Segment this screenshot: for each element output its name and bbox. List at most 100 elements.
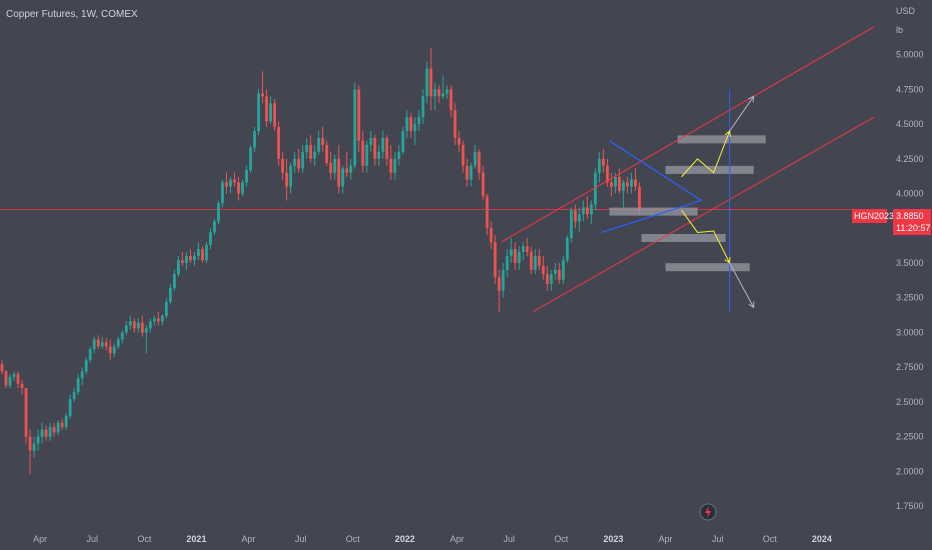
candle-body: [68, 399, 72, 416]
candle-body: [461, 144, 465, 166]
candle-body: [321, 137, 325, 145]
candle-body: [52, 426, 56, 433]
candle-body: [144, 328, 148, 333]
candle-body: [473, 151, 477, 166]
candle-body: [261, 93, 264, 97]
candle-body: [349, 165, 353, 173]
symbol-tag-bg: [852, 209, 887, 223]
price-tick-label: 5.0000: [896, 50, 924, 60]
candle-body: [201, 249, 204, 261]
candle-body: [601, 158, 605, 166]
candle-body: [285, 172, 289, 187]
candle-body: [409, 117, 413, 132]
candle-body: [553, 269, 557, 275]
candle-body: [20, 383, 24, 389]
candle-body: [361, 140, 365, 166]
candle-body: [245, 169, 248, 183]
candle-body: [449, 89, 453, 111]
candle-body: [156, 318, 160, 322]
candle-body: [164, 301, 168, 316]
candle-body: [377, 151, 381, 159]
candle-body: [481, 172, 485, 197]
candle-body: [341, 168, 345, 187]
candle-body: [44, 429, 48, 437]
bullish-projection-path: [681, 130, 731, 178]
candle-body: [56, 422, 60, 433]
candle-body: [297, 158, 301, 169]
candle-body: [589, 204, 593, 215]
candle-body: [389, 158, 393, 173]
time-tick-label: 2022: [395, 534, 415, 544]
candle-body: [136, 322, 140, 329]
candle-body: [634, 179, 637, 187]
candle-body: [100, 342, 104, 347]
price-tick-label: 2.5000: [896, 397, 924, 407]
time-axis[interactable]: Apr Jul Oct 2021 Apr Jul Oct 2022 Apr Jul Oct 2023 A…: [33, 534, 832, 544]
candle-body: [237, 182, 240, 194]
candle-body: [437, 89, 441, 97]
channel-lower-line: [532, 116, 875, 313]
bearish-projection-path: [681, 209, 731, 264]
candle-body: [213, 221, 216, 233]
price-tick-label: 2.7500: [896, 362, 924, 372]
candle-body: [329, 162, 333, 173]
candle-body: [16, 374, 20, 384]
bullish-extension-line: [729, 96, 755, 132]
candle-body: [497, 276, 501, 291]
candle-body: [217, 203, 220, 222]
currency-label: USD: [896, 6, 916, 16]
candle-body: [0, 364, 4, 372]
candle-body: [613, 176, 617, 187]
candle-body: [120, 332, 124, 340]
unit-label: lb: [896, 25, 903, 35]
candle-body: [273, 103, 277, 127]
candle-body: [381, 137, 385, 152]
candle-body: [301, 151, 305, 169]
candle-body: [277, 126, 281, 159]
candle-body: [541, 265, 545, 275]
lightning-icon[interactable]: [699, 503, 717, 521]
candle-body: [4, 371, 8, 386]
candle-body: [405, 117, 409, 132]
candle-body: [64, 415, 68, 427]
channel-upper-line: [500, 26, 875, 243]
candle-body: [609, 182, 613, 187]
price-tick-label: 3.2500: [896, 293, 924, 303]
time-tick-label: Apr: [242, 534, 256, 544]
candle-body: [597, 158, 601, 173]
candle-body: [225, 182, 228, 187]
candle-body: [445, 89, 449, 94]
price-axis[interactable]: 5.00004.75004.50004.25004.00003.75003.50…: [896, 50, 924, 511]
candle-body: [621, 182, 625, 191]
candle-body: [172, 274, 176, 289]
candle-body: [581, 207, 585, 215]
candle-body: [521, 246, 525, 252]
candle-body: [577, 214, 581, 222]
candle-body: [108, 346, 112, 354]
candle-body: [573, 210, 577, 222]
candle-body: [517, 251, 521, 263]
price-tick-label: 2.2500: [896, 432, 924, 442]
candle-body: [132, 321, 136, 329]
candle-body: [24, 388, 28, 437]
candle-body: [313, 151, 317, 159]
candle-body: [269, 103, 273, 122]
candle-body: [88, 349, 92, 361]
annotation-layer: [500, 26, 875, 313]
zone-box: [677, 135, 766, 144]
candle-body: [28, 436, 32, 451]
candle-body: [80, 371, 84, 379]
candle-body: [197, 249, 200, 257]
bar-countdown: 11:20:57: [896, 223, 930, 233]
time-tick-label: Apr: [33, 534, 47, 544]
candle-body: [417, 117, 421, 125]
candle-body: [124, 325, 128, 333]
candle-body: [385, 137, 389, 159]
time-tick-label: Jul: [503, 534, 515, 544]
candle-body: [529, 251, 533, 270]
candle-body: [128, 321, 132, 326]
bullish-extension-head: [748, 95, 755, 103]
time-tick-label: Apr: [450, 534, 464, 544]
